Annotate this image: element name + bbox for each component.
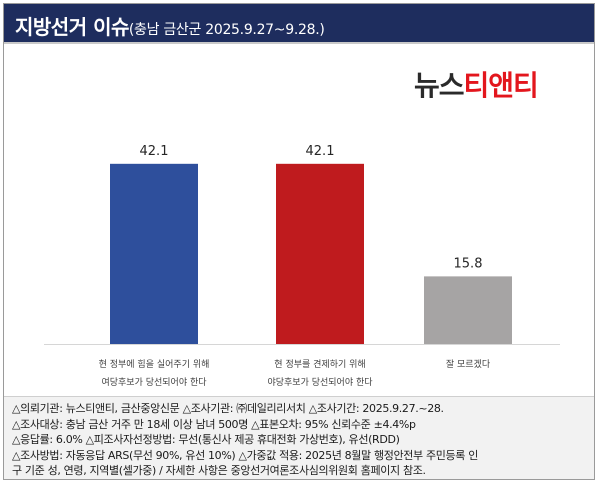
brand-logo-part1: 뉴스 bbox=[414, 69, 465, 102]
category-label-3-line-1: 잘 모르겠다 bbox=[446, 358, 491, 370]
bar-1 bbox=[110, 163, 198, 344]
category-label-1-line-2: 여당후보가 당선되어야 한다 bbox=[101, 376, 207, 388]
category-label-2-line-1: 현 정부를 견제하기 위해 bbox=[274, 358, 365, 370]
note-line-3: △응답률: 6.0% △피조사자선정방법: 무선(통신사 제공 휴대전화 가상번… bbox=[12, 433, 400, 446]
category-label-1-line-1: 현 정부에 힘을 실어주기 위해 bbox=[99, 359, 210, 370]
header-banner: 지방선거 이슈(충남 금산군 2025.9.27~9.28.) bbox=[4, 4, 594, 44]
brand-logo-part2: 티앤티 bbox=[463, 69, 539, 102]
note-line-2: △조사대상: 충남 금산 거주 만 18세 이상 남녀 500명 △표본오차: … bbox=[12, 417, 416, 431]
infographic-frame: 지방선거 이슈(충남 금산군 2025.9.27~9.28.) 뉴스티앤티 42… bbox=[3, 3, 595, 480]
value-label-3: 15.8 bbox=[454, 256, 483, 271]
page-title: 지방선거 이슈(충남 금산군 2025.9.27~9.28.) bbox=[15, 11, 325, 40]
subtitle-text: (충남 금산군 2025.9.27~9.28.) bbox=[128, 22, 325, 38]
value-label-2: 42.1 bbox=[306, 144, 335, 159]
value-label-1: 42.1 bbox=[140, 144, 169, 159]
note-line-1: △의뢰기관: 뉴스티앤티, 금산중앙신문 △조사기관: ㈜데일리리서치 △조사기… bbox=[12, 402, 444, 415]
bar-2 bbox=[276, 163, 364, 344]
title-text: 지방선거 이슈 bbox=[15, 15, 129, 39]
note-line-4: △조사방법: 자동응답 ARS(무선 90%, 유선 10%) △가중값 적용:… bbox=[12, 448, 478, 462]
bar-3 bbox=[424, 276, 512, 344]
brand-logo: 뉴스티앤티 bbox=[414, 64, 539, 104]
header-divider bbox=[4, 42, 594, 44]
survey-notes: △의뢰기관: 뉴스티앤티, 금산중앙신문 △조사기관: ㈜데일리리서치 △조사기… bbox=[4, 396, 594, 479]
note-line-5: 구 기준 성, 연령, 지역별(셀가중) / 자세한 사항은 중앙선거여론조사심… bbox=[12, 464, 426, 477]
category-label-2-line-2: 야당후보가 당선되어야 한다 bbox=[267, 377, 373, 388]
